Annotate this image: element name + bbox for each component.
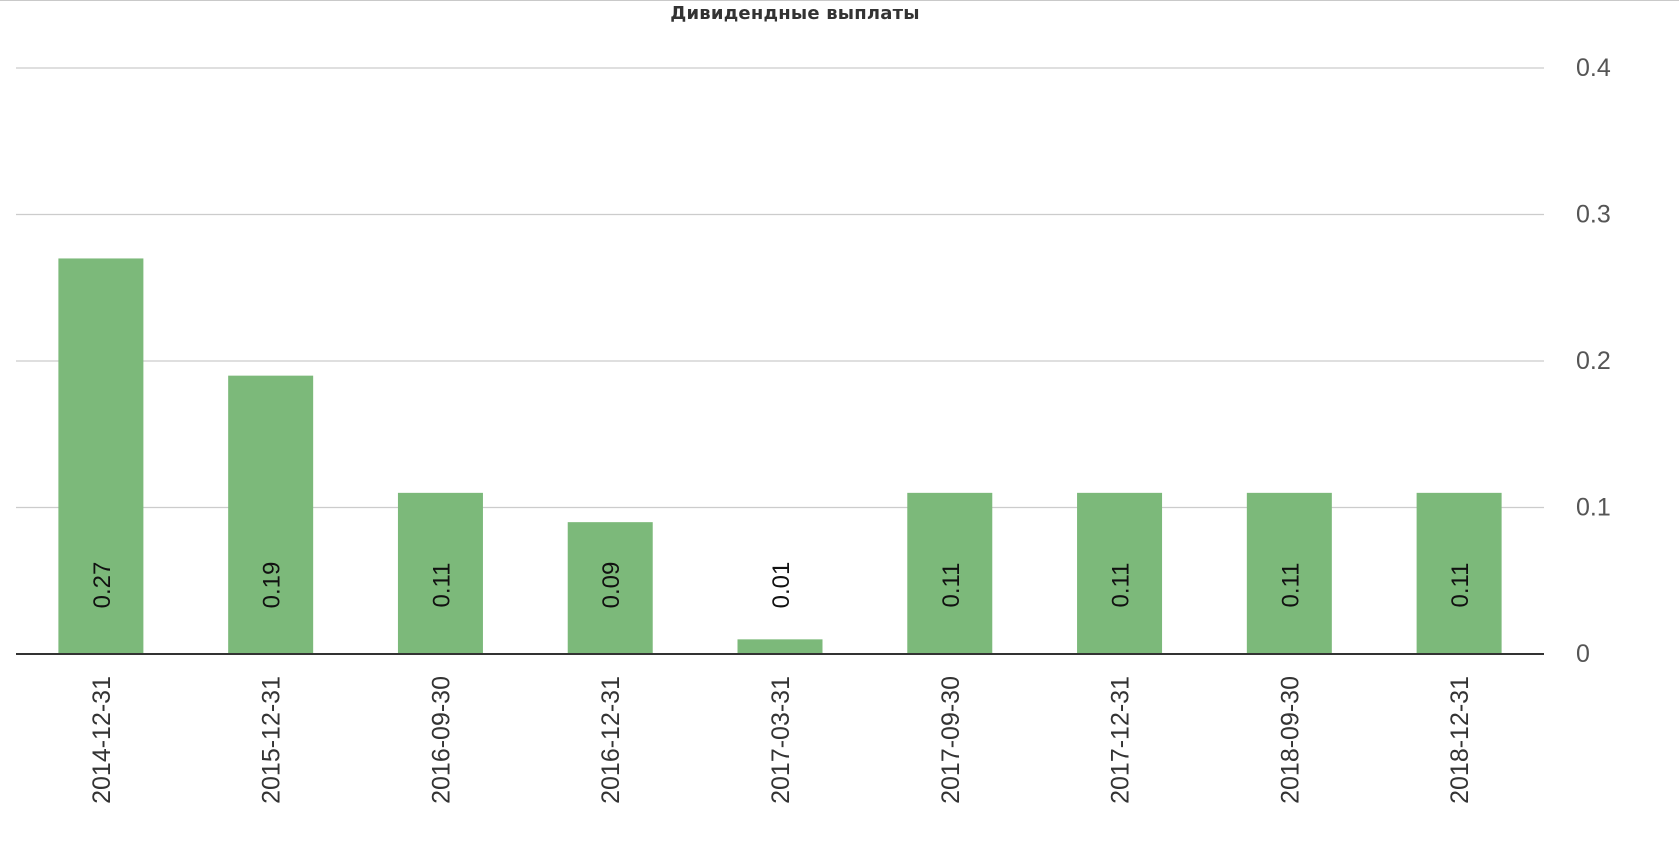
x-tick-label: 2017-03-31 — [767, 676, 795, 804]
bar-value-label: 0.27 — [89, 562, 116, 609]
x-tick-label: 2016-12-31 — [597, 676, 625, 804]
bar-value-label: 0.11 — [1108, 563, 1135, 608]
x-tick-label: 2018-12-31 — [1446, 676, 1474, 804]
bar — [228, 375, 314, 654]
bar-value-label: 0.19 — [259, 562, 286, 609]
y-tick-label: 0.3 — [1576, 201, 1611, 229]
x-tick-label: 2016-09-30 — [427, 676, 455, 804]
bar — [907, 492, 993, 654]
bar — [1246, 492, 1332, 654]
bar — [567, 522, 653, 654]
bar — [58, 258, 144, 654]
bar — [737, 639, 823, 654]
bars — [58, 258, 1502, 654]
chart-title: Дивидендные выплаты — [670, 3, 920, 24]
x-tick-label: 2018-09-30 — [1276, 676, 1304, 804]
bar — [1416, 492, 1502, 654]
y-tick-label: 0.1 — [1576, 494, 1611, 522]
y-tick-label: 0 — [1576, 640, 1590, 668]
bar-value-label: 0.11 — [1447, 563, 1474, 608]
top-rule — [0, 0, 1679, 1]
bar — [1077, 492, 1163, 654]
value-labels: 0.27 0.19 0.11 0.09 0.01 0.11 0.11 0.11 0.11 — [89, 562, 1474, 609]
bar-value-label: 0.11 — [1277, 563, 1304, 608]
x-tick-label: 2017-09-30 — [937, 676, 965, 804]
x-tick-label: 2017-12-31 — [1107, 676, 1135, 804]
x-tick-label: 2015-12-31 — [258, 676, 286, 804]
y-tick-label: 0.2 — [1576, 347, 1611, 375]
x-tick-label: 2014-12-31 — [88, 676, 116, 804]
bar-value-label: 0.11 — [938, 563, 965, 608]
bar-value-label: 0.11 — [428, 563, 455, 608]
y-tick-labels: 0 0.1 0.2 0.3 0.4 — [1576, 54, 1611, 668]
bar-value-label: 0.01 — [768, 562, 795, 609]
y-tick-label: 0.4 — [1576, 54, 1611, 82]
bar — [397, 492, 483, 654]
bar-value-label: 0.09 — [598, 562, 625, 609]
x-tick-labels: 2014-12-31 2015-12-31 2016-09-30 2016-12-31… — [88, 676, 1474, 804]
